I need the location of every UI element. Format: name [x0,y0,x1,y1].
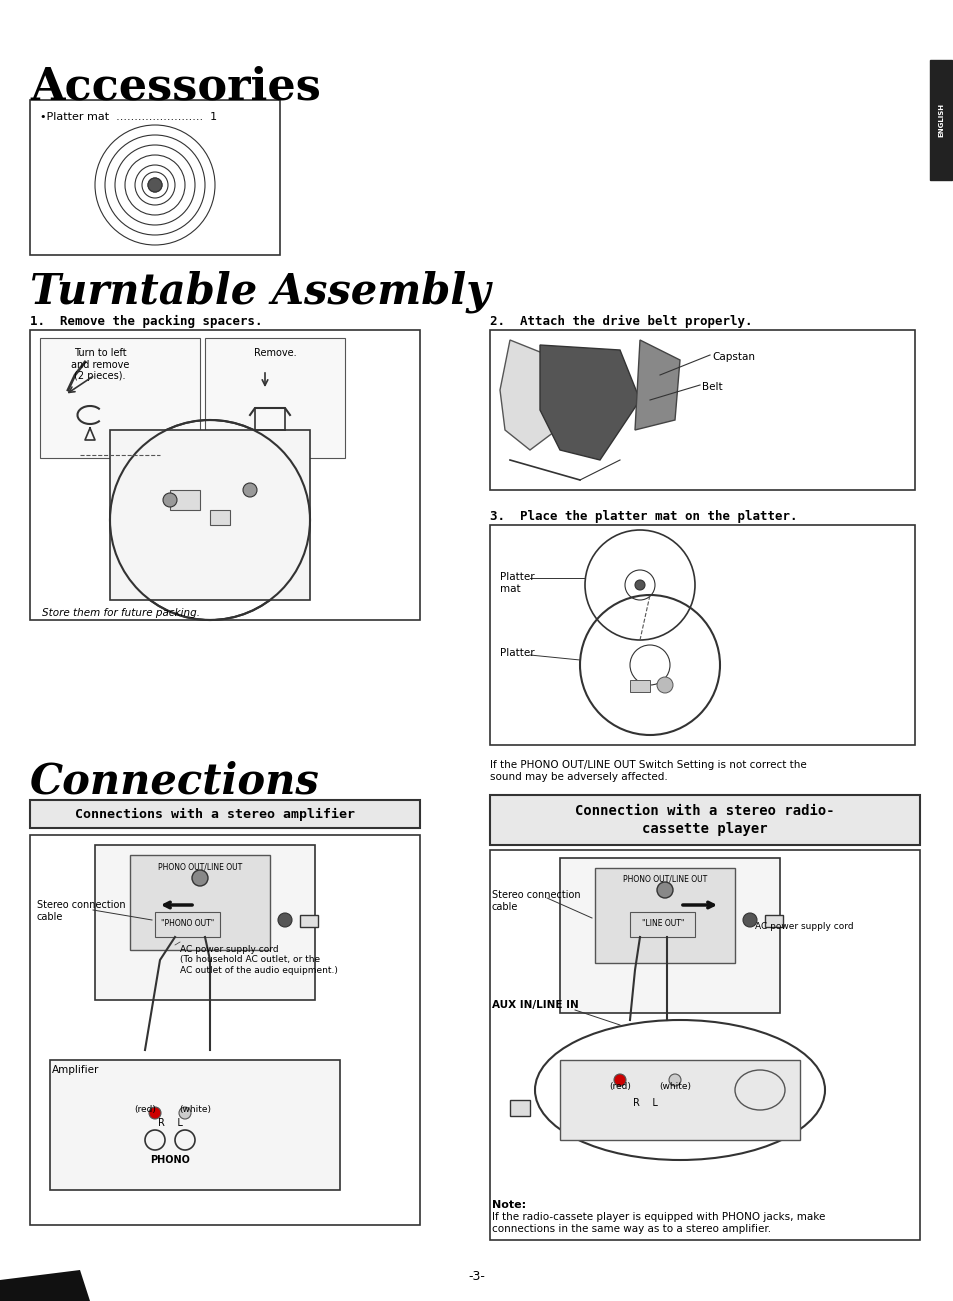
Text: Connections with a stereo amplifier: Connections with a stereo amplifier [75,808,355,821]
Polygon shape [0,1270,90,1301]
Text: "PHONO OUT": "PHONO OUT" [161,920,214,929]
Text: Platter
mat: Platter mat [499,572,534,593]
Bar [95,846,314,1000]
Circle shape [668,1075,680,1086]
Bar [30,330,419,621]
Bar [50,1060,339,1190]
Bar [170,490,200,510]
Text: R    L: R L [157,1118,182,1128]
Circle shape [742,913,757,928]
Text: (white): (white) [179,1105,211,1114]
Text: Store them for future packing.: Store them for future packing. [42,608,200,618]
Text: 2.  Attach the drive belt properly.: 2. Attach the drive belt properly. [490,315,752,328]
Polygon shape [539,345,639,461]
Circle shape [149,1107,161,1119]
Text: If the PHONO OUT/LINE OUT Switch Setting is not correct the
sound may be adverse: If the PHONO OUT/LINE OUT Switch Setting… [490,760,806,782]
Text: •Platter mat  ........................  1: •Platter mat ........................ 1 [40,112,217,122]
Text: AC power supply cord: AC power supply cord [754,922,853,932]
Bar [629,912,695,937]
Bar [764,915,782,928]
Bar [30,100,280,255]
Circle shape [657,882,672,898]
Bar [490,526,914,745]
Text: -3-: -3- [468,1270,485,1283]
Circle shape [614,1075,625,1086]
Text: Capstan: Capstan [711,353,754,362]
Polygon shape [635,340,679,431]
Bar [510,1101,530,1116]
Circle shape [179,1107,191,1119]
Text: Turntable Assembly: Turntable Assembly [30,271,490,312]
Bar [40,338,200,458]
Text: PHONO OUT/LINE OUT: PHONO OUT/LINE OUT [622,874,706,883]
Bar [490,795,919,846]
Text: R    L: R L [632,1098,657,1108]
Text: Stereo connection
cable: Stereo connection cable [37,900,126,921]
Text: Remove.: Remove. [253,347,296,358]
Text: (white): (white) [659,1082,690,1092]
Circle shape [635,580,644,589]
Bar [130,855,270,950]
Text: Connections: Connections [30,760,319,801]
Text: ENGLISH: ENGLISH [937,103,943,137]
Bar [490,330,914,490]
Text: Stereo connection
cable: Stereo connection cable [492,890,580,912]
Text: (red): (red) [134,1105,155,1114]
FancyBboxPatch shape [929,60,951,180]
Text: Belt: Belt [701,382,721,392]
Text: Amplifier: Amplifier [52,1066,99,1075]
Circle shape [243,483,256,497]
Bar [490,850,919,1240]
Bar [299,915,317,928]
Text: 1.  Remove the packing spacers.: 1. Remove the packing spacers. [30,315,262,328]
Text: PHONO: PHONO [150,1155,190,1164]
Bar [205,338,345,458]
Circle shape [163,493,177,507]
Bar [110,431,310,600]
Circle shape [277,913,292,928]
Text: Connection with a stereo radio-
cassette player: Connection with a stereo radio- cassette… [575,804,834,835]
Polygon shape [499,340,569,450]
Text: If the radio-cassete player is equipped with PHONO jacks, make
connections in th: If the radio-cassete player is equipped … [492,1213,824,1233]
Circle shape [192,870,208,886]
Text: Note:: Note: [492,1200,525,1210]
Bar [629,680,649,692]
Bar [154,912,220,937]
Bar [30,800,419,827]
Bar [30,835,419,1226]
Text: "LINE OUT": "LINE OUT" [641,920,683,929]
Text: 3.  Place the platter mat on the platter.: 3. Place the platter mat on the platter. [490,510,797,523]
Bar [559,857,780,1013]
Text: Turn to left
and remove
(2 pieces).: Turn to left and remove (2 pieces). [71,347,129,381]
Text: AUX IN/LINE IN: AUX IN/LINE IN [492,1000,578,1010]
Text: Accessories: Accessories [30,65,320,108]
Circle shape [148,178,162,193]
Text: Platter: Platter [499,648,534,658]
Bar [595,868,734,963]
Bar [559,1060,800,1140]
Text: PHONO OUT/LINE OUT: PHONO OUT/LINE OUT [157,863,242,870]
Text: (red): (red) [608,1082,630,1092]
Bar [210,510,230,526]
Circle shape [657,677,672,693]
Text: AC power supply cord
(To household AC outlet, or the
AC outlet of the audio equi: AC power supply cord (To household AC ou… [180,945,337,974]
